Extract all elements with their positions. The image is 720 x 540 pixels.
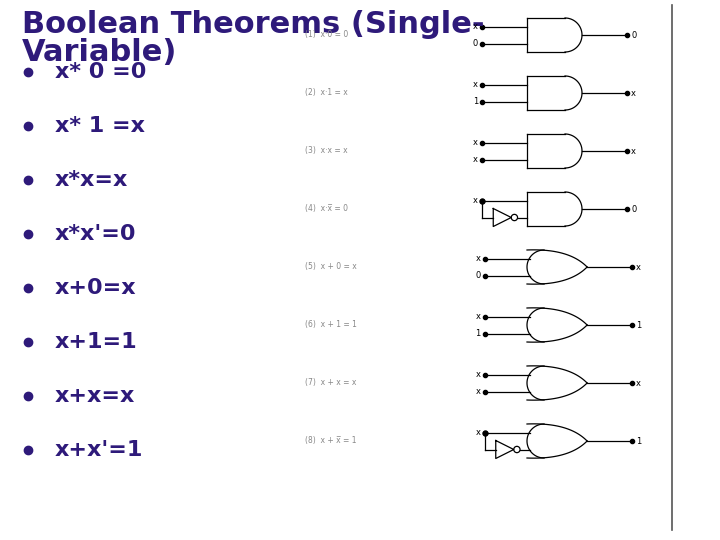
Text: (1)  x·0 = 0: (1) x·0 = 0 bbox=[305, 30, 348, 39]
Text: x: x bbox=[475, 312, 480, 321]
Text: x: x bbox=[475, 370, 480, 379]
Text: x: x bbox=[475, 254, 480, 263]
Text: x: x bbox=[473, 155, 478, 164]
Text: (7)  x + x = x: (7) x + x = x bbox=[305, 379, 356, 388]
Text: Variable): Variable) bbox=[22, 38, 177, 67]
Text: x+x=x: x+x=x bbox=[55, 386, 135, 406]
Text: 0: 0 bbox=[631, 30, 636, 39]
Text: (5)  x + 0 = x: (5) x + 0 = x bbox=[305, 262, 356, 272]
Text: (8)  x + x̅ = 1: (8) x + x̅ = 1 bbox=[305, 436, 356, 446]
Text: 1: 1 bbox=[475, 329, 480, 338]
Text: x+x'=1: x+x'=1 bbox=[55, 440, 143, 460]
Text: 1: 1 bbox=[636, 436, 642, 446]
Text: 0: 0 bbox=[475, 271, 480, 280]
Text: (2)  x·1 = x: (2) x·1 = x bbox=[305, 89, 348, 98]
Text: x: x bbox=[636, 379, 641, 388]
Text: x+0=x: x+0=x bbox=[55, 278, 137, 298]
Text: (6)  x + 1 = 1: (6) x + 1 = 1 bbox=[305, 321, 357, 329]
Text: x: x bbox=[475, 428, 480, 437]
Text: x: x bbox=[636, 262, 641, 272]
Text: x* 1 =x: x* 1 =x bbox=[55, 116, 145, 136]
Text: 1: 1 bbox=[473, 97, 478, 106]
Text: Boolean Theorems (Single-: Boolean Theorems (Single- bbox=[22, 10, 485, 39]
Text: (3)  x·x = x: (3) x·x = x bbox=[305, 146, 348, 156]
Text: x: x bbox=[473, 196, 478, 205]
Text: x* 0 =0: x* 0 =0 bbox=[55, 62, 146, 82]
Text: x: x bbox=[473, 22, 478, 31]
Text: x: x bbox=[475, 387, 480, 396]
Text: x: x bbox=[631, 146, 636, 156]
Text: x*x'=0: x*x'=0 bbox=[55, 224, 137, 244]
Text: 1: 1 bbox=[636, 321, 642, 329]
Text: x: x bbox=[473, 80, 478, 89]
Text: x*x=x: x*x=x bbox=[55, 170, 128, 190]
Text: x+1=1: x+1=1 bbox=[55, 332, 138, 352]
Text: (4)  x·x̅ = 0: (4) x·x̅ = 0 bbox=[305, 205, 348, 213]
Text: 0: 0 bbox=[631, 205, 636, 213]
Text: 0: 0 bbox=[473, 39, 478, 48]
Text: x: x bbox=[473, 138, 478, 147]
Text: x: x bbox=[631, 89, 636, 98]
